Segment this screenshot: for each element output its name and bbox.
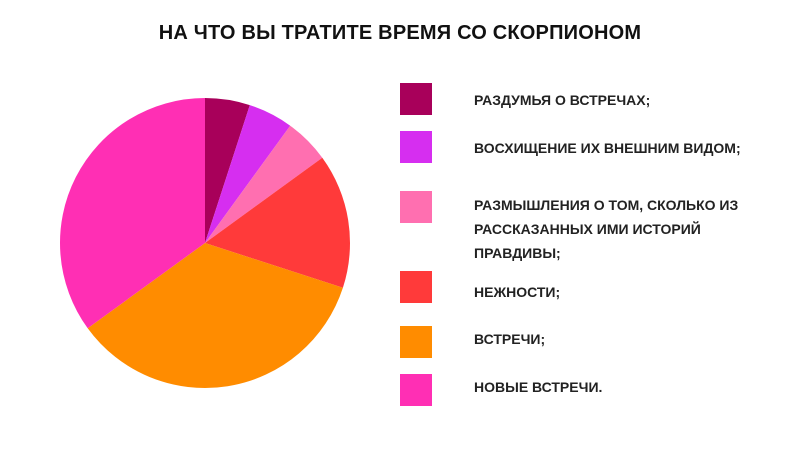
legend-label: РАЗДУМЬЯ О ВСТРЕЧАХ;	[474, 92, 651, 108]
pie-slice	[205, 125, 323, 243]
pie-slice	[87, 243, 343, 389]
legend: РАЗДУМЬЯ О ВСТРЕЧАХ; ВОСХИЩЕНИЕ ИХ ВНЕШНИ…	[400, 0, 790, 450]
pie-slice	[205, 105, 291, 243]
legend-swatch	[400, 374, 432, 406]
pie-slice	[59, 98, 205, 329]
legend-swatch	[400, 271, 432, 303]
pie-slice	[205, 98, 250, 243]
legend-label: ВОСХИЩЕНИЕ ИХ ВНЕШНИМ ВИДОМ;	[474, 140, 741, 156]
pie-slice	[205, 157, 350, 288]
legend-label: НЕЖНОСТИ;	[474, 284, 561, 300]
legend-swatch	[400, 191, 432, 223]
legend-label: РАЗМЫШЛЕНИЯ О ТОМ, СКОЛЬКО ИЗ РАССКАЗАНН…	[474, 197, 739, 261]
legend-label: НОВЫЕ ВСТРЕЧИ.	[474, 379, 603, 395]
pie-chart	[59, 98, 350, 389]
legend-swatch	[400, 131, 432, 163]
chart-title: НА ЧТО ВЫ ТРАТИТЕ ВРЕМЯ СО СКОРПИОНОМ	[158, 22, 642, 44]
legend-label: ВСТРЕЧИ;	[474, 331, 546, 347]
legend-swatch	[400, 83, 432, 115]
legend-swatch	[400, 326, 432, 358]
